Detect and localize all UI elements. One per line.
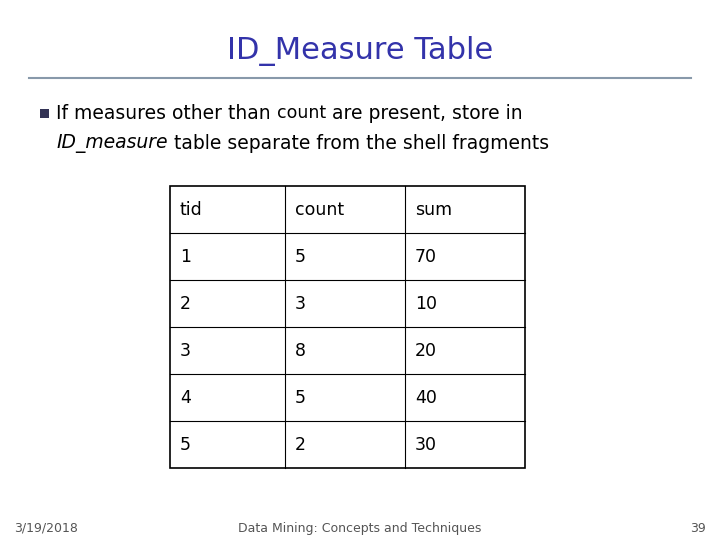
Text: 2: 2 (295, 436, 306, 454)
Bar (170, 186, 525, 468)
Text: count: count (276, 104, 326, 123)
Text: 8: 8 (295, 342, 306, 360)
Text: If measures other than: If measures other than (56, 104, 276, 123)
Text: 20: 20 (415, 342, 437, 360)
Text: 10: 10 (415, 295, 437, 313)
Text: 3: 3 (295, 295, 306, 313)
Text: 1: 1 (180, 248, 191, 266)
Text: 2: 2 (180, 295, 191, 313)
Text: 3/19/2018: 3/19/2018 (14, 522, 78, 535)
Text: ID_measure: ID_measure (56, 133, 168, 153)
Text: 5: 5 (180, 436, 191, 454)
Text: 5: 5 (295, 389, 306, 407)
Text: Data Mining: Concepts and Techniques: Data Mining: Concepts and Techniques (238, 522, 482, 535)
Text: 30: 30 (415, 436, 437, 454)
Text: 4: 4 (180, 389, 191, 407)
Text: sum: sum (415, 201, 452, 219)
Text: 40: 40 (415, 389, 437, 407)
Text: 70: 70 (415, 248, 437, 266)
Bar (40, 109, 49, 118)
Text: are present, store in: are present, store in (326, 104, 523, 123)
Text: 3: 3 (180, 342, 191, 360)
Text: count: count (295, 201, 344, 219)
Text: tid: tid (180, 201, 203, 219)
Text: 5: 5 (295, 248, 306, 266)
Text: table separate from the shell fragments: table separate from the shell fragments (168, 133, 549, 153)
Text: 39: 39 (690, 522, 706, 535)
Text: ID_Measure Table: ID_Measure Table (227, 36, 493, 66)
